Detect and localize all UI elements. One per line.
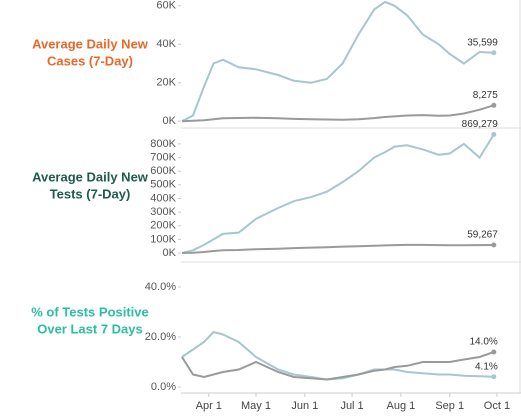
panel-title: Average Daily New — [32, 36, 149, 51]
data-label: 869,279 — [462, 119, 499, 130]
y-tick-label: 0.0% — [151, 381, 176, 393]
y-tick-label: 600K — [150, 165, 176, 177]
x-tick-label: May 1 — [241, 400, 271, 412]
x-tick-label: Oct 1 — [484, 400, 510, 412]
panel-title: Tests (7-Day) — [50, 186, 131, 201]
data-label: 8,275 — [473, 90, 498, 101]
panel-title: Cases (7-Day) — [47, 53, 133, 68]
y-tick-label: 100K — [150, 233, 176, 245]
y-tick-label: 800K — [150, 138, 176, 150]
end-point — [491, 131, 497, 137]
end-point — [491, 349, 497, 355]
y-tick-label: 40.0% — [145, 281, 176, 293]
end-point — [491, 50, 497, 56]
y-tick-label: 500K — [150, 179, 176, 191]
x-tick-label: Sep 1 — [435, 400, 464, 412]
data-label: 59,267 — [467, 230, 498, 241]
y-tick-label: 40K — [156, 38, 176, 50]
y-tick-label: 20K — [156, 77, 176, 89]
panel-title: Over Last 7 Days — [37, 321, 143, 336]
series-line — [181, 330, 494, 381]
data-label: 4.1% — [475, 361, 498, 372]
y-tick-label: 300K — [150, 206, 176, 218]
y-tick-label: 200K — [150, 220, 176, 232]
y-tick-label: 700K — [150, 151, 176, 163]
series-line — [181, 351, 495, 381]
y-tick-label: 0K — [163, 115, 177, 127]
x-tick-label: Aug 1 — [387, 400, 416, 412]
series-line — [181, 104, 495, 123]
panel-title: Average Daily New — [32, 169, 149, 184]
panel-title: % of Tests Positive — [31, 304, 149, 319]
y-tick-label: 400K — [150, 192, 176, 204]
series-line — [181, 0, 494, 123]
data-label: 14.0% — [469, 337, 497, 348]
y-tick-label: 0K — [163, 247, 177, 259]
x-tick-label: Apr 1 — [196, 400, 222, 412]
y-tick-label: 60K — [156, 0, 176, 12]
series-line — [181, 243, 494, 254]
data-label: 35,599 — [467, 37, 498, 48]
x-tick-label: Jul 1 — [340, 400, 363, 412]
x-tick-label: Jun 1 — [291, 400, 318, 412]
end-point — [491, 102, 497, 108]
y-tick-label: 20.0% — [145, 331, 176, 343]
series-line — [181, 133, 495, 254]
end-point — [491, 242, 497, 248]
end-point — [491, 374, 497, 380]
